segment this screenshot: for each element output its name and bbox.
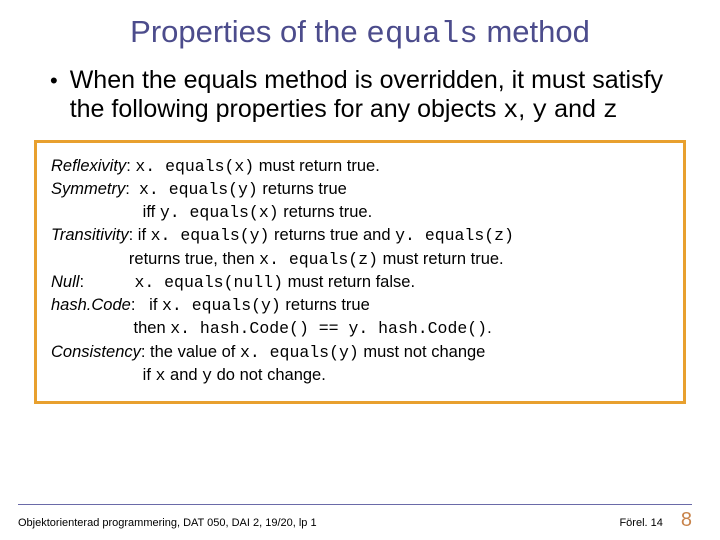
property-colon: : — [129, 226, 138, 244]
property-colon: : — [131, 296, 149, 314]
property-label: Transitivity — [51, 226, 129, 244]
property-colon: : — [125, 180, 139, 198]
property-line: returns true, then x. equals(z) must ret… — [51, 248, 669, 271]
property-line: hash.Code: if x. equals(y) returns true — [51, 294, 669, 317]
property-line: Null: x. equals(null) must return false. — [51, 271, 669, 294]
text-span: iff — [51, 203, 160, 221]
code-span: x. equals(null) — [134, 273, 283, 292]
text-span: returns true — [281, 296, 370, 314]
properties-box: Reflexivity: x. equals(x) must return tr… — [34, 140, 686, 405]
text-span: the value of — [150, 343, 240, 361]
text-span: if — [51, 366, 156, 384]
code-span: y. equals(z) — [395, 226, 514, 245]
footer-right-group: Förel. 14 8 — [619, 509, 692, 532]
property-colon: : — [141, 343, 150, 361]
bullet-x: x — [503, 96, 518, 125]
code-span: x. equals(z) — [259, 250, 378, 269]
property-line: iff y. equals(x) returns true. — [51, 201, 669, 224]
property-line: Consistency: the value of x. equals(y) m… — [51, 341, 669, 364]
property-line: Symmetry: x. equals(y) returns true — [51, 178, 669, 201]
text-span: . — [487, 319, 492, 337]
text-span: returns true and — [269, 226, 395, 244]
code-span: y — [202, 366, 212, 385]
title-mono: equals — [366, 17, 478, 52]
text-span: must not change — [359, 343, 486, 361]
title-pre: Properties of the — [130, 14, 366, 49]
bullet-sep1: , — [518, 95, 532, 123]
text-span: returns true — [258, 180, 347, 198]
slide-title: Properties of the equals method — [0, 0, 720, 58]
bullet-text: When the equals method is overridden, it… — [70, 66, 680, 126]
property-line: if x and y do not change. — [51, 364, 669, 387]
bullet-y: y — [532, 96, 547, 125]
text-span: do not change. — [212, 366, 326, 384]
text-span: and — [165, 366, 202, 384]
footer: Objektorienterad programmering, DAT 050,… — [0, 504, 720, 532]
property-label: Consistency — [51, 343, 141, 361]
slide: Properties of the equals method • When t… — [0, 0, 720, 540]
text-span: must return true. — [378, 250, 504, 268]
text-span: returns true, then — [51, 250, 259, 268]
property-label: Reflexivity — [51, 157, 126, 175]
text-span: must return false. — [283, 273, 415, 291]
code-span: x. equals(x) — [135, 157, 254, 176]
code-span: x. equals(y) — [151, 226, 270, 245]
text-span: must return true. — [254, 157, 380, 175]
footer-right: Förel. 14 — [619, 517, 662, 529]
property-colon: : — [79, 273, 134, 291]
property-colon: : — [126, 157, 135, 175]
code-span: x. equals(y) — [139, 180, 258, 199]
code-span: x. equals(y) — [240, 343, 359, 362]
property-line: Reflexivity: x. equals(x) must return tr… — [51, 155, 669, 178]
title-post: method — [478, 14, 590, 49]
page-number: 8 — [681, 509, 692, 532]
text-span: if — [149, 296, 162, 314]
property-label: Symmetry — [51, 180, 125, 198]
code-span: x. hash.Code() == y. hash.Code() — [170, 319, 487, 338]
code-span: x — [156, 366, 166, 385]
bullet-dot-icon: • — [50, 66, 70, 96]
property-label: hash.Code — [51, 296, 131, 314]
bullet-sep2: and — [547, 95, 603, 123]
footer-left: Objektorienterad programmering, DAT 050,… — [18, 517, 317, 529]
bullet-z: z — [603, 96, 618, 125]
property-line: then x. hash.Code() == y. hash.Code(). — [51, 317, 669, 340]
property-line: Transitivity: if x. equals(y) returns tr… — [51, 224, 669, 247]
bullet-item: • When the equals method is overridden, … — [0, 58, 720, 126]
footer-rule — [18, 504, 692, 505]
footer-row: Objektorienterad programmering, DAT 050,… — [18, 509, 692, 532]
text-span: then — [51, 319, 170, 337]
text-span: if — [138, 226, 151, 244]
property-label: Null — [51, 273, 79, 291]
code-span: y. equals(x) — [160, 203, 279, 222]
text-span: returns true. — [279, 203, 373, 221]
code-span: x. equals(y) — [162, 296, 281, 315]
